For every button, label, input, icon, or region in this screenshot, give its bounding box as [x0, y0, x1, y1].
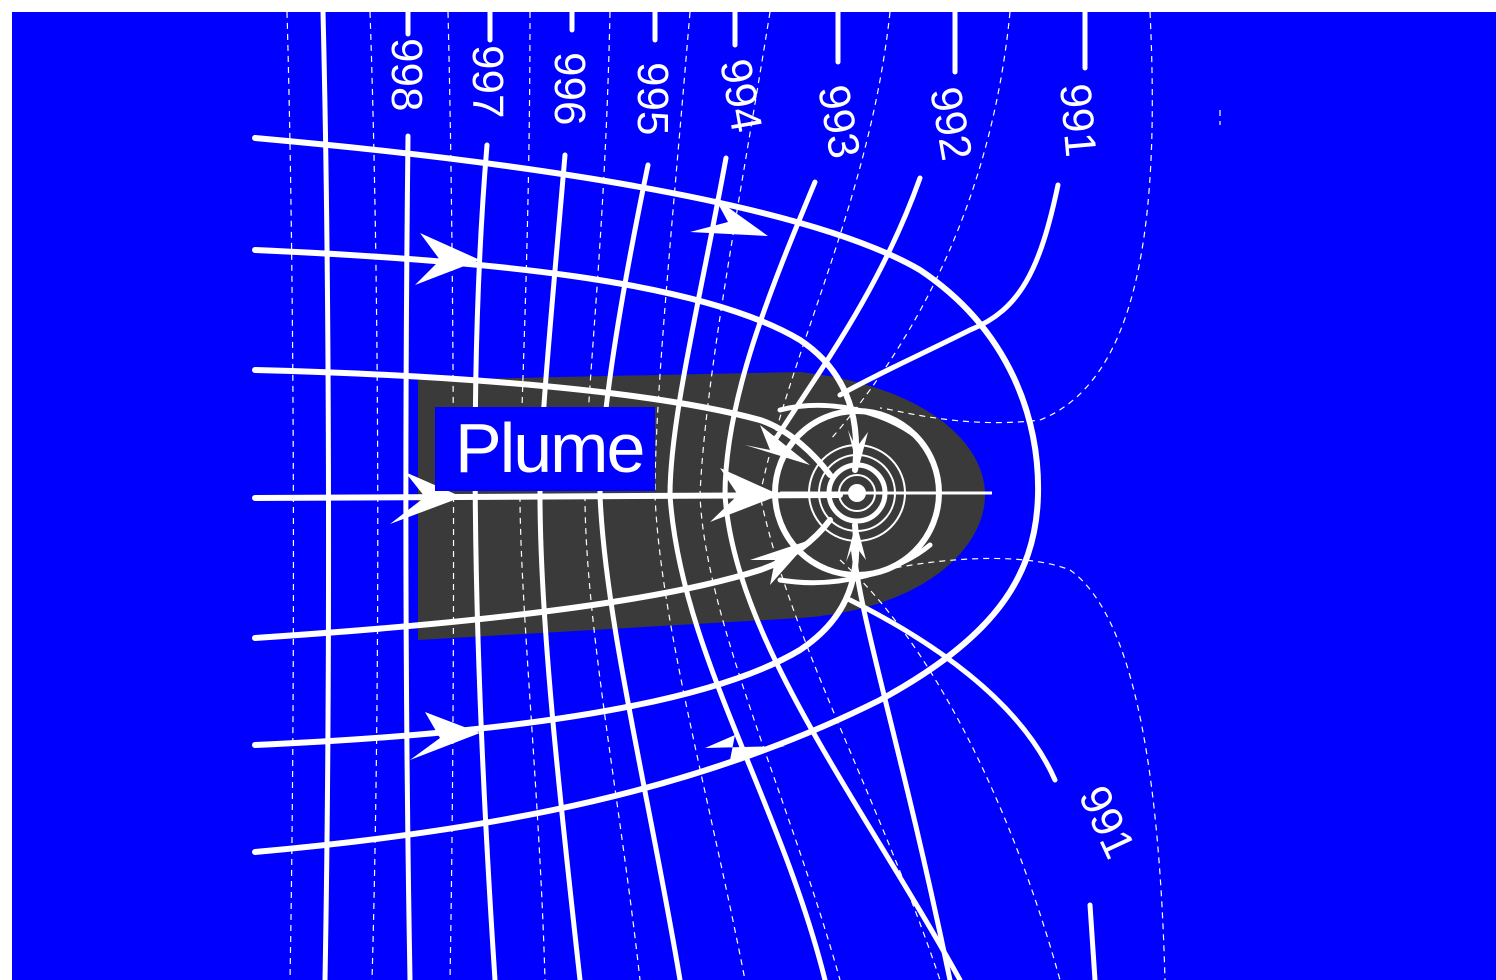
flow-arrow-icon [705, 735, 785, 760]
contour-label-998: 998 [382, 38, 431, 111]
flow-line-6 [252, 522, 860, 748]
flow-line-2 [252, 247, 860, 473]
flow-arrow-icon [848, 430, 868, 470]
flow-arrow-icon [750, 540, 810, 585]
contour-995 [597, 162, 683, 980]
contour-label-997: 997 [463, 45, 512, 118]
contour-991-upper [837, 182, 1061, 398]
flow-arrow-icon [410, 712, 480, 760]
contour-992 [772, 175, 923, 443]
plume-label-box: Plume [435, 407, 655, 491]
contour-991-lower [847, 597, 1058, 783]
flow-arrow-icon [690, 198, 768, 236]
flow-arrow-icon [390, 472, 462, 524]
flow-arrow-icon [846, 522, 866, 562]
flow-arrow-icon [710, 468, 780, 522]
flow-arrow-icon [415, 233, 480, 285]
contour-label-991-upper: 991 [1050, 82, 1105, 159]
flow-line-3 [252, 367, 833, 478]
flow-arrow-icon [745, 425, 810, 465]
flow-lines [252, 135, 1042, 855]
plume-label: Plume [455, 409, 643, 487]
contour-label-996: 996 [545, 52, 594, 125]
flow-arrows [390, 198, 868, 760]
contour-993 [722, 179, 963, 980]
flow-line-1 [252, 135, 1042, 855]
contour-labels: 998 997 996 995 994 993 992 991 991 [382, 38, 1144, 866]
contour-996 [537, 152, 583, 980]
contour-label-995: 995 [628, 62, 677, 135]
extraction-well-icon [772, 408, 992, 578]
